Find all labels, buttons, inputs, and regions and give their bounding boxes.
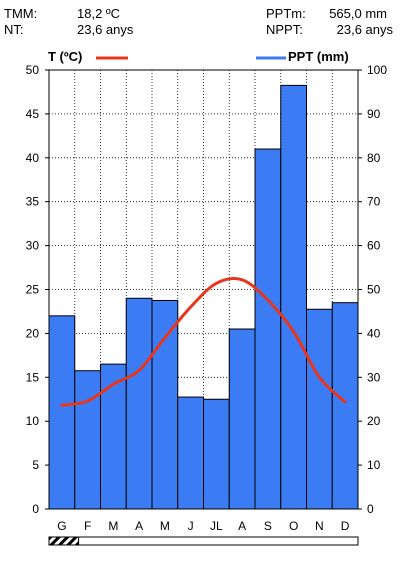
x-category-label-1: G [57,519,66,533]
x-category-label-2: F [84,519,91,533]
y-left-tick-label-30: 30 [26,239,40,253]
ppt-bar-12 [331,302,359,510]
legend-ppt-label: PPT (mm) [288,49,349,64]
y-right-tick-label-20: 20 [367,414,381,428]
y-left-tick-label-50: 50 [26,63,40,77]
tmm-label: TMM: [4,6,38,21]
y-right-tick-label-100: 100 [367,63,387,77]
y-left-tick-label-45: 45 [26,107,40,121]
x-category-label-3: M [108,519,118,533]
frost-period-bar [48,536,359,546]
x-category-label-4: A [135,519,143,533]
y-right-tick-label-60: 60 [367,239,381,253]
y-right-tick-label-40: 40 [367,326,381,340]
nppt-label: NPPT: [266,22,303,37]
x-category-label-5: M [160,519,170,533]
y-left-tick-label-10: 10 [26,414,40,428]
x-category-label-11: N [315,519,324,533]
ppt-bar-4 [125,297,153,510]
y-left-tick-label-25: 25 [26,283,40,297]
nt-value: 23,6 anys [77,22,134,37]
y-right-tick-label-10: 10 [367,458,381,472]
temperature-line [60,277,347,407]
y-left-tick-label-0: 0 [32,502,39,516]
pptm-label: PPTm: [266,6,306,21]
y-right-tick-label-70: 70 [367,195,381,209]
y-right-tick-label-90: 90 [367,107,381,121]
x-category-label-9: S [264,519,272,533]
x-category-label-12: D [341,519,350,533]
pptm-value: 565,0 mm [329,6,387,21]
ppt-bar-8 [228,328,256,510]
x-category-label-10: O [289,519,298,533]
y-right-tick-label-80: 80 [367,151,381,165]
y-left-tick-label-20: 20 [26,326,40,340]
y-left-tick-label-5: 5 [32,458,39,472]
y-left-tick-label-15: 15 [26,370,40,384]
y-left-tick-label-40: 40 [26,151,40,165]
y-right-tick-label-0: 0 [367,502,374,516]
x-category-label-6: J [188,519,194,533]
legend-temp-label: T (ºC) [48,49,83,64]
tmm-value: 18,2 ºC [77,6,121,21]
frost-period-hatched [48,536,80,546]
ppt-bar-1 [48,315,76,510]
ppt-bar-10 [280,84,307,510]
x-category-label-7: JL [210,519,223,533]
y-left-tick-label-35: 35 [26,195,40,209]
ppt-bar-6 [177,396,204,510]
ppt-bar-7 [203,398,230,510]
ppt-bar-9 [254,148,282,510]
ppt-bar-2 [74,370,101,510]
y-right-tick-label-50: 50 [367,283,381,297]
y-right-tick-label-30: 30 [367,370,381,384]
nt-label: NT: [4,22,24,37]
x-category-label-8: A [238,519,246,533]
ppt-bar-11 [306,308,333,510]
nppt-value: 23,6 anys [336,22,393,37]
ppt-bar-5 [151,299,179,510]
